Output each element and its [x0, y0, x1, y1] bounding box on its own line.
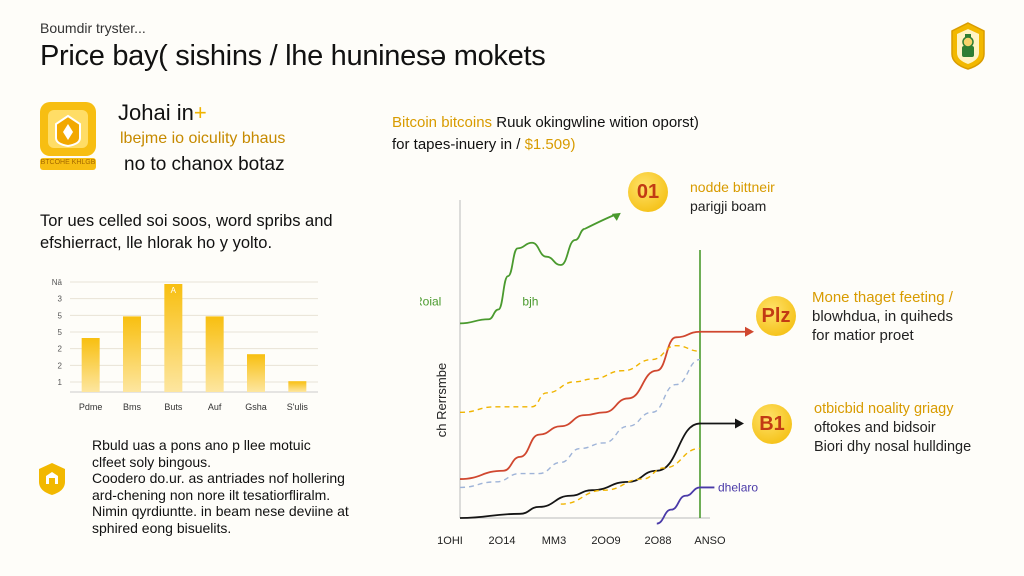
- line-x-tick-label: MM3: [542, 535, 566, 547]
- header-kicker: Boumdir tryster...: [40, 20, 146, 36]
- notes-line: sphired eong bisuelits.: [92, 519, 232, 536]
- bar: [288, 381, 307, 392]
- page-title: Price bay( sishins / lhe huninesə mokets: [40, 40, 546, 72]
- line-x-tick-label: 1OHI: [437, 535, 463, 547]
- bar-x-tick-label: Buts: [164, 402, 183, 412]
- promo-icon-caption: BTCOHE KHLGB: [40, 159, 96, 166]
- bar: [205, 316, 224, 392]
- bar-y-tick-label: 1: [58, 378, 63, 387]
- notes-line: Coodero do.ur. as antriades nof hollerin…: [92, 470, 345, 486]
- callout-2: Mone thaget feeting / blowhdua, in quihe…: [812, 288, 953, 345]
- line-x-tick-label: 2OO9: [591, 535, 620, 547]
- callout-line: parigji boam: [690, 198, 767, 214]
- bar-y-tick-label: 3: [58, 295, 63, 304]
- promo-subheading: lbejme io oiculity bhaus: [120, 130, 286, 147]
- bar-x-tick-label: Pdme: [79, 402, 103, 412]
- bar: [164, 284, 183, 392]
- callout-title: nodde bittneir: [690, 179, 775, 195]
- brand-logo-icon: [951, 22, 985, 70]
- intro-paragraph: Tor ues celled soi soos, word spribs and…: [40, 212, 333, 252]
- bar-y-tick-label: Nā: [52, 278, 63, 287]
- notes-line: Nimin qyrdiuntte. in beam nese deviine a…: [92, 503, 349, 519]
- chart-caption-line1: Bitcoin bitcoins Ruuk okingwline wition …: [392, 114, 699, 131]
- callout-arrowhead: [611, 212, 621, 221]
- callout-line: Biori dhy nosal hulldinge: [814, 439, 972, 455]
- notes-line: Rbuld uas a pons ano p llee motuic: [92, 437, 311, 453]
- callout-connector: [584, 214, 616, 230]
- bar: [81, 338, 100, 392]
- bar-y-tick-label: 5: [58, 328, 63, 337]
- callout-arrowhead: [735, 418, 744, 429]
- series-line-red: [459, 330, 701, 480]
- series-line-purple: [656, 486, 715, 525]
- line-y-axis-label: ch Rerrsmbe: [434, 363, 449, 437]
- bar-x-tick-label: S'ulis: [287, 402, 309, 412]
- caption-highlight: $1.509): [524, 136, 576, 153]
- caption-text: for tapes-inuery in /: [392, 136, 525, 153]
- callout-3: otbicbid noality griagy oftokes and bids…: [814, 400, 971, 457]
- callout-line: oftokes and bidsoir: [814, 420, 936, 436]
- series-line-dashed_yellow: [560, 447, 701, 505]
- callout-arrowhead: [745, 326, 754, 337]
- series-label: dhelaro: [718, 480, 758, 494]
- callout-title: Mone thaget feeting /: [812, 289, 953, 306]
- callout-line: for matior proet: [812, 327, 914, 344]
- promo-tagline: no to chanox botaz: [124, 154, 285, 175]
- bar: [247, 354, 265, 392]
- callout-1: nodde bittneir parigji boam: [690, 178, 775, 216]
- shield-icon: [39, 463, 65, 495]
- line-x-tick-label: 2O88: [645, 535, 672, 547]
- series-label: Roial: [420, 294, 441, 308]
- bar-chart: Nā 3 5 5 2 2 1 Pdme Bms Buts A Auf Gsha S'ulis: [52, 278, 318, 412]
- notes-line: ard-chening non nore ilt tesatiorfliralm…: [92, 486, 331, 503]
- bar: [123, 316, 141, 392]
- callout-badge-1: 01: [628, 172, 668, 212]
- line-x-tick-label: ANSO: [694, 535, 726, 547]
- chart-caption-line2: for tapes-inuery in / $1.509): [392, 136, 575, 153]
- caption-text: Ruuk okingwline wition oporst): [492, 114, 699, 131]
- promo-heading: Johai in+: [118, 100, 207, 126]
- callout-badge-3: B1: [752, 404, 792, 444]
- bar-y-tick-label: 2: [58, 345, 63, 354]
- series-label: bjh: [522, 294, 538, 308]
- series-line-dashed_blue: [459, 358, 701, 489]
- bar-x-tick-label: Bms: [123, 402, 142, 412]
- notes-paragraph: Rbuld uas a pons ano p llee motuic clfee…: [92, 437, 382, 536]
- caption-highlight: Bitcoin bitcoins: [392, 114, 493, 131]
- callout-line: blowhdua, in quiheds: [812, 308, 953, 325]
- notes-line: clfeet soly bingous.: [92, 453, 212, 470]
- promo-heading-text: Johai in: [118, 100, 194, 125]
- bar-data-label: A: [171, 286, 177, 295]
- callout-badge-2: Plz: [756, 296, 796, 336]
- bar-x-tick-label: Auf: [208, 402, 222, 412]
- line-chart: ch Rerrsmbe Roial bjh dhelaro 1OHI 2O14 MM3 2OO…: [420, 200, 758, 547]
- shield-logo-icon: [40, 102, 96, 170]
- callout-title: otbicbid noality griagy: [814, 401, 954, 417]
- bar-x-tick-label: Gsha: [245, 402, 267, 412]
- line-x-tick-label: 2O14: [489, 535, 516, 547]
- series-line-dashed_yellow: [459, 344, 701, 414]
- series-line-green: [459, 227, 586, 325]
- bar-y-tick-label: 2: [58, 361, 63, 370]
- bar-y-tick-label: 5: [58, 311, 63, 320]
- promo-heading-plus: +: [193, 100, 207, 125]
